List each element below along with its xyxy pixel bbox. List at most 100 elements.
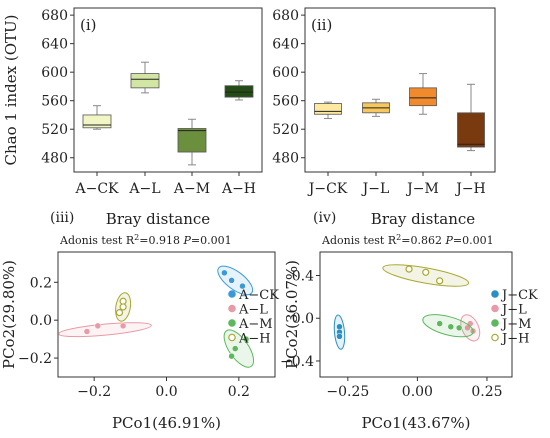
y-tick-label: 0.4 [292,269,314,285]
x-tick-label: A−L [128,181,160,197]
data-point [455,324,463,332]
superscript-2: 2 [134,233,139,242]
box-2 [409,87,437,107]
y-tick-label: −0.4 [280,354,314,370]
data-point [231,345,239,352]
y-axis-label: Chao 1 index (OTU) [2,14,20,165]
data-point [239,282,246,290]
x-tick-label: A−H [221,181,256,197]
adonis-p-label: P [444,234,453,247]
legend-marker [228,319,236,327]
y-tick-label: 0.2 [30,275,52,291]
y-tick-label: 520 [41,122,68,138]
pcoa-panel-1: (iii) Bray distance Adonis test R2=0.918 P… [0,210,279,432]
legend-label: J−H [500,332,529,347]
adonis-r2-value: =0.918 [139,234,183,247]
x-axis-label: PCo1(43.67%) [361,414,470,432]
x-tick-label: A−CK [74,181,119,197]
boxplot-panel-1: 480 520 560 600 640 680 (i) A−CK A−L A−M A−H Chao 1… [2,7,263,197]
legend-label: A−CK [238,288,279,303]
y-tick-label: 0.0 [30,313,52,329]
y-tick-label: 480 [272,151,299,167]
data-point [436,277,444,285]
data-point [83,328,91,335]
y-tick-label: 520 [272,122,299,138]
x-tick-label: −0.25 [326,384,369,400]
y-axis-label: PCo2(29.80%) [0,260,18,369]
y-tick-label: 600 [41,65,68,81]
legend-label: A−H [238,332,271,347]
y-tick-label: 600 [272,65,299,81]
data-point [115,309,124,317]
x-tick-label: J−L [361,181,390,197]
boxplot-panel-2: 480 520 560 600 640 680 (ii) J−CK J−L J−M J−H [272,7,496,197]
y-tick-label: 680 [41,8,68,24]
box-1 [130,73,160,89]
legend-marker [491,319,499,327]
plot-frame [73,7,263,173]
y-axis-label: PCo2(36.07%) [283,260,301,369]
box-0 [82,114,112,129]
box-3 [457,112,485,148]
confidence-ellipse-1 [58,322,152,338]
data-point [228,277,235,284]
superscript-2: 2 [396,233,401,242]
x-tick-label: 0.0 [155,384,177,400]
box-3 [224,85,254,98]
x-tick-label: J−M [405,181,439,197]
adonis-p-label: P [182,234,191,247]
x-tick-label: A−M [173,181,210,197]
y-tick-label: 640 [272,37,299,53]
legend-label: J−L [500,303,527,318]
data-point [228,352,235,360]
legend-marker [228,290,236,298]
adonis-label: Adonis test R2=0.918 P=0.001 [59,233,232,247]
x-tick-label: 0.25 [471,384,502,400]
legend-marker [228,304,236,313]
data-point [436,320,443,327]
legend-label: A−L [238,303,268,318]
x-axis-label: PCo1(46.91%) [112,414,221,432]
x-tick-label: J−CK [307,181,348,197]
legend-marker [228,333,236,342]
data-point [119,322,127,330]
panel-label: (ii) [311,16,332,34]
chart-title: Bray distance [106,210,211,228]
panel-label: (i) [80,16,97,34]
data-point [221,269,228,277]
plot-frame [319,251,513,378]
data-point [422,268,430,276]
legend-label: J−M [500,317,531,332]
y-tick-label: −0.2 [18,351,52,367]
legend-marker [491,290,499,298]
y-tick-label: 560 [272,94,299,110]
chart-title: Bray distance [371,210,476,228]
y-tick-label: 640 [41,37,68,53]
y-tick-label: 560 [41,94,68,110]
data-point [242,335,250,343]
data-point [94,322,102,330]
pcoa-panel-2: (iv) Bray distance Adonis test R2=0.862 P=… [280,210,538,432]
plot-frame [304,7,496,173]
box-0 [314,103,342,115]
x-tick-label: 0.00 [402,384,433,400]
panel-label: (iv) [313,210,336,226]
data-point [336,333,343,340]
data-point [447,323,455,331]
legend-marker [491,333,499,342]
y-tick-label: 680 [272,8,299,24]
adonis-r2-text: Adonis test R [59,234,135,247]
panel-label: (iii) [50,210,74,226]
legend-marker [491,304,499,313]
x-tick-label: −0.2 [77,384,111,400]
x-tick-label: 0.2 [228,384,250,400]
legend-label: A−M [238,317,273,332]
y-tick-label: 0.0 [292,311,314,327]
x-tick-label: J−H [454,181,486,197]
adonis-label: Adonis test R2=0.862 P=0.001 [321,233,494,247]
adonis-p-value: =0.001 [191,234,232,247]
box-2 [177,128,207,153]
data-point [119,303,127,311]
legend-label: J−CK [500,288,538,303]
